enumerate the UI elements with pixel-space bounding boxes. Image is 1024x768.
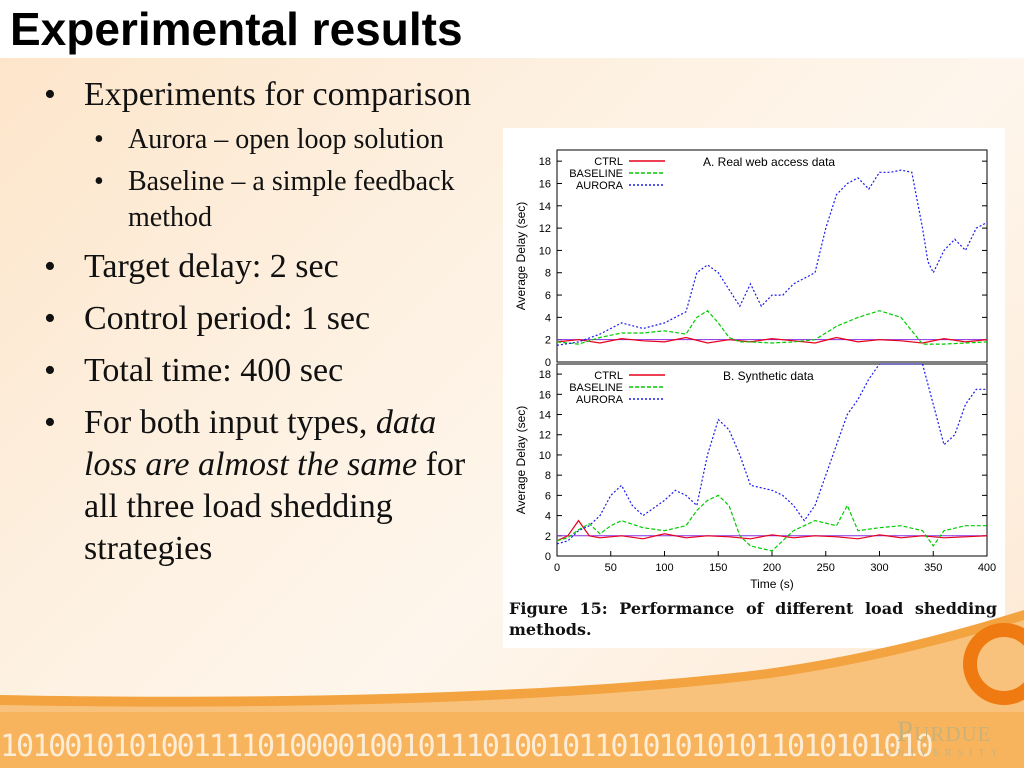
x-tick-label-250: 250 xyxy=(817,562,835,574)
x-tick-label-300: 300 xyxy=(870,562,888,574)
legend-label-baseline-2: BASELINE xyxy=(569,382,623,394)
y-axis-label-1: Average Delay (sec) xyxy=(514,202,528,311)
y-tick-label-1-16: 16 xyxy=(539,178,551,190)
y-tick-label-1-2: 2 xyxy=(545,335,551,347)
purdue-logo: Purdue UNIVERSITY xyxy=(874,716,1014,766)
y-tick-label-2-12: 12 xyxy=(539,430,551,442)
legend-label-aurora-1: AURORA xyxy=(576,180,624,192)
legend-label-aurora-2: AURORA xyxy=(576,394,624,406)
panel-title-2: B. Synthetic data xyxy=(723,369,814,383)
y-tick-label-1-6: 6 xyxy=(545,290,551,302)
y-tick-label-2-18: 18 xyxy=(539,369,551,381)
ring-decoration-icon xyxy=(963,623,1024,705)
bullet-data-loss-pre: For both input types, xyxy=(84,404,368,441)
footer-decoration xyxy=(0,610,1024,768)
legend-label-baseline-1: BASELINE xyxy=(569,168,623,180)
figure: 0 2 4 6 8 10 12 14 16 18 CTRL BASELINE AURORA A. Real… xyxy=(503,128,1005,648)
series-ctrl-2 xyxy=(556,519,988,542)
binary-strip: 1010010101001111010000100101110100101101… xyxy=(0,729,934,764)
series-ctrl-1 xyxy=(556,336,988,344)
y-tick-label-2-2: 2 xyxy=(545,531,551,543)
x-tick-label-100: 100 xyxy=(655,562,673,574)
x-tick-label-0: 0 xyxy=(554,562,560,574)
plot-frame-1 xyxy=(556,149,988,363)
x-tick-label-400: 400 xyxy=(978,562,996,574)
y-tick-label-2-6: 6 xyxy=(545,490,551,502)
y-tick-label-1-4: 4 xyxy=(545,312,551,324)
title-band xyxy=(0,0,1024,58)
bullet-list: Experiments for comparison Aurora – open… xyxy=(40,74,490,580)
x-tick-label-350: 350 xyxy=(924,562,942,574)
y-tick-label-1-14: 14 xyxy=(539,201,551,213)
bullet-data-loss-post: for all three load shedding strategies xyxy=(84,446,466,567)
bullet-control-period: Control period: 1 sec xyxy=(40,298,490,340)
y-tick-label-2-8: 8 xyxy=(545,470,551,482)
bullet-target-delay: Target delay: 2 sec xyxy=(40,246,490,288)
y-tick-label-2-10: 10 xyxy=(539,450,551,462)
legend-label-ctrl-2: CTRL xyxy=(594,370,623,382)
y-tick-label-1-12: 12 xyxy=(539,223,551,235)
x-axis-label: Time (s) xyxy=(750,577,794,591)
y-tick-label-1-0: 0 xyxy=(545,357,551,369)
sub-bullet-aurora: Aurora – open loop solution xyxy=(84,122,490,158)
y-tick-label-1-8: 8 xyxy=(545,268,551,280)
y-tick-label-2-0: 0 xyxy=(545,551,551,563)
panel-title-1: A. Real web access data xyxy=(703,155,835,169)
series-aurora-2 xyxy=(556,363,987,545)
y-tick-label-1-10: 10 xyxy=(539,245,551,257)
y-tick-label-1-18: 18 xyxy=(539,156,551,168)
series-baseline-2 xyxy=(556,494,987,552)
x-tick-label-150: 150 xyxy=(709,562,727,574)
series-baseline-1 xyxy=(556,309,988,345)
purdue-logo-word: Purdue xyxy=(896,715,992,748)
y-tick-label-2-4: 4 xyxy=(545,511,551,523)
slide-title: Experimental results xyxy=(10,3,463,55)
legend-label-ctrl-1: CTRL xyxy=(594,156,623,168)
sub-bullet-baseline: Baseline – a simple feedback method xyxy=(84,164,490,236)
x-tick-label-200: 200 xyxy=(763,562,781,574)
bullet-total-time: Total time: 400 sec xyxy=(40,350,490,392)
bullet-experiments: Experiments for comparison xyxy=(40,74,490,116)
y-axis-label-2: Average Delay (sec) xyxy=(514,406,528,515)
y-tick-label-2-16: 16 xyxy=(539,389,551,401)
bullet-data-loss-emphasis: data loss are almost the same xyxy=(84,404,437,483)
bullet-data-loss: For both input types, data loss are almo… xyxy=(40,402,490,570)
purdue-logo-sub: UNIVERSITY xyxy=(884,748,1004,759)
x-tick-label-50: 50 xyxy=(605,562,617,574)
y-tick-label-2-14: 14 xyxy=(539,410,551,422)
series-aurora-1 xyxy=(556,169,988,346)
figure-caption: Figure 15: Performance of different load… xyxy=(509,599,997,639)
